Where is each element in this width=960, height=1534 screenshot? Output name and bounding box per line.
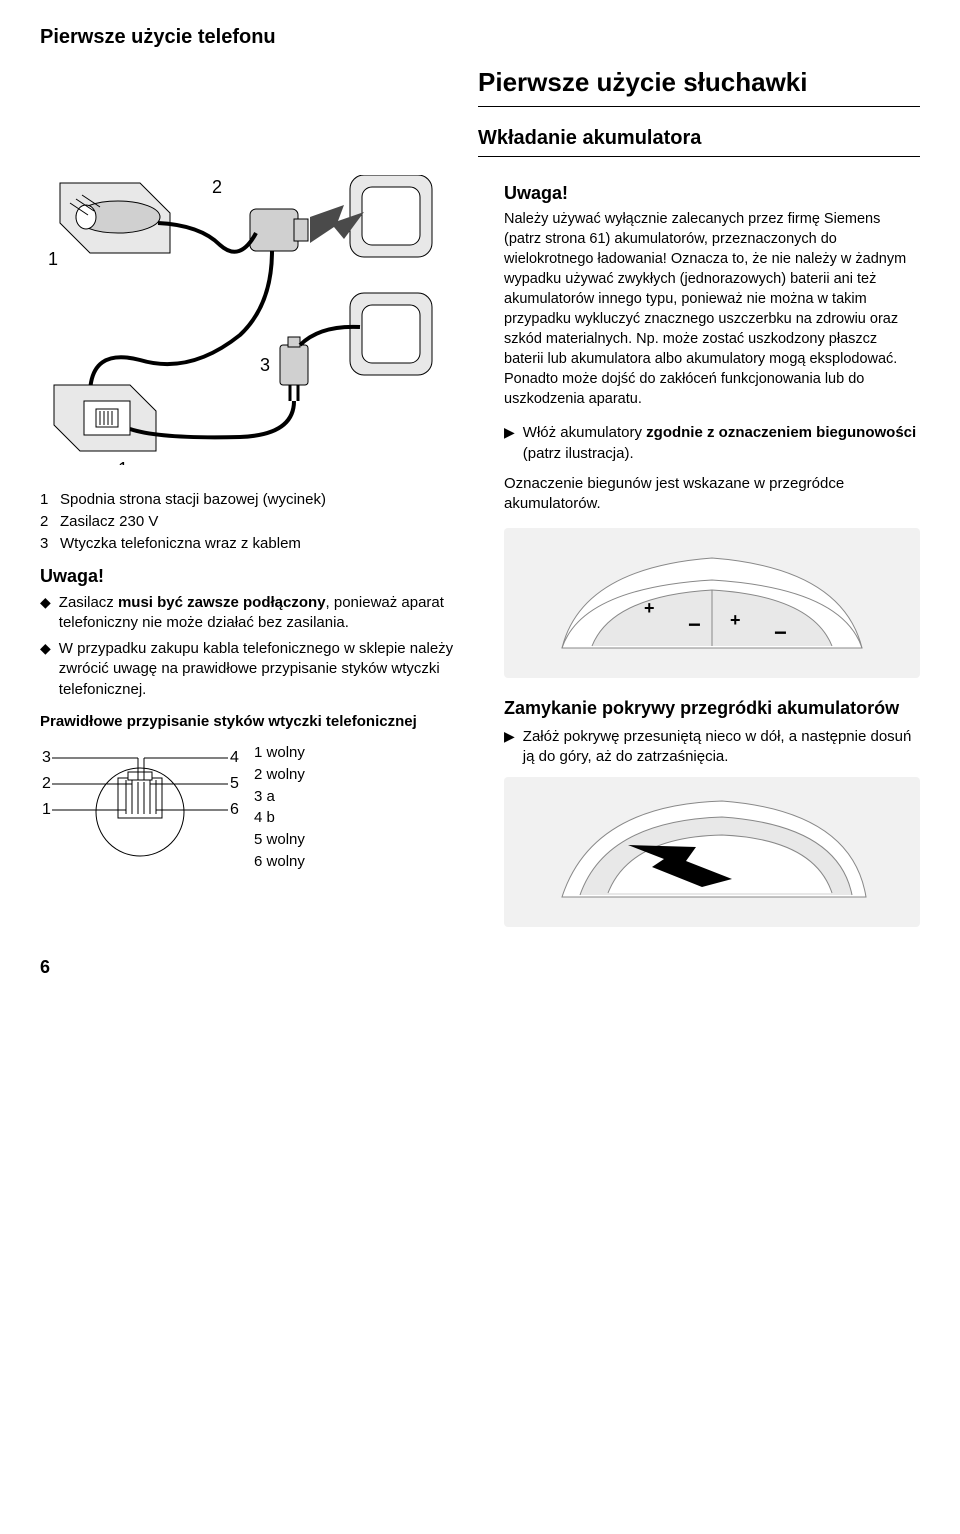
base-cutaway-top <box>60 183 170 253</box>
arrow-text: Załóż pokrywę przesuniętą nieco w dół, a… <box>523 727 920 768</box>
phone-plug <box>280 337 308 401</box>
sub-title: Wkładanie akumulatora <box>478 125 920 157</box>
wall-socket-phone <box>350 293 432 375</box>
close-cover-list: ▶ Załóż pokrywę przesuniętą nieco w dół,… <box>504 727 920 768</box>
arrow-item: ▶ Włóż akumulatory zgodnie z oznaczeniem… <box>504 423 920 464</box>
svg-text:+: + <box>644 598 655 618</box>
fig-label-3: 3 <box>260 355 270 375</box>
page-number: 6 <box>40 955 920 979</box>
fig-label-1a: 1 <box>48 249 58 269</box>
cover-close-figure <box>504 777 920 927</box>
legend-row: 3 Wtyczka telefoniczna wraz z kablem <box>40 533 470 555</box>
arrow-bullet-icon: ▶ <box>504 727 515 768</box>
svg-text:4: 4 <box>230 749 239 766</box>
pin-legend-row: 1 wolny <box>254 742 305 764</box>
svg-text:6: 6 <box>230 801 239 818</box>
warning-notice: Należy używać wyłącznie zalecanych przez… <box>504 209 920 409</box>
svg-text:−: − <box>688 612 701 637</box>
arrow-bullet-icon: ▶ <box>504 423 515 464</box>
bullet-item: ◆ W przypadku zakupu kabla telefoniczneg… <box>40 639 470 700</box>
legend-num: 2 <box>40 511 54 533</box>
legend-text: Spodnia strona stacji bazowej (wycinek) <box>60 489 326 511</box>
pin-legend-row: 5 wolny <box>254 829 305 851</box>
pin-diagram: 3 2 1 4 5 6 <box>40 742 240 862</box>
pin-legend: 1 wolny 2 wolny 3 a 4 b 5 wolny 6 wolny <box>254 742 305 873</box>
polarity-text: Oznaczenie biegunów jest wskazane w prze… <box>504 474 920 515</box>
right-column: Uwaga! Należy używać wyłącznie zalecanyc… <box>504 175 920 927</box>
arrow-item: ▶ Załóż pokrywę przesuniętą nieco w dół,… <box>504 727 920 768</box>
battery-polarity-figure: + − + − <box>504 528 920 678</box>
pin-legend-row: 6 wolny <box>254 851 305 873</box>
svg-text:−: − <box>774 620 787 645</box>
pin-legend-row: 4 b <box>254 807 305 829</box>
svg-text:2: 2 <box>42 775 51 792</box>
connection-figure: 1 2 <box>40 175 470 465</box>
arrow-text: Włóż akumulatory zgodnie z oznaczeniem b… <box>523 423 920 464</box>
fig-label-2: 2 <box>212 177 222 197</box>
wall-socket-power <box>350 175 432 257</box>
power-plug <box>250 205 364 251</box>
cover-title: Zamykanie pokrywy przegródki akumulatoró… <box>504 696 920 720</box>
page-header: Pierwsze użycie telefonu <box>40 24 920 51</box>
bullet-text: Zasilacz musi być zawsze podłączony, pon… <box>59 593 470 634</box>
warning-heading-right: Uwaga! <box>504 181 920 205</box>
insert-battery-list: ▶ Włóż akumulatory zgodnie z oznaczeniem… <box>504 423 920 464</box>
legend-num: 3 <box>40 533 54 555</box>
warning-heading-left: Uwaga! <box>40 564 470 588</box>
legend-text: Wtyczka telefoniczna wraz z kablem <box>60 533 301 555</box>
bullet-item: ◆ Zasilacz musi być zawsze podłączony, p… <box>40 593 470 634</box>
pin-title: Prawidłowe przypisanie styków wtyczki te… <box>40 712 470 732</box>
svg-text:+: + <box>730 610 741 630</box>
legend-num: 1 <box>40 489 54 511</box>
pin-legend-row: 3 a <box>254 786 305 808</box>
legend-text: Zasilacz 230 V <box>60 511 158 533</box>
bullet-text: W przypadku zakupu kabla telefonicznego … <box>59 639 470 700</box>
left-column: 1 2 <box>40 175 470 927</box>
legend-row: 2 Zasilacz 230 V <box>40 511 470 533</box>
base-cutaway-bottom <box>54 385 156 451</box>
pin-legend-row: 2 wolny <box>254 764 305 786</box>
diamond-bullet-icon: ◆ <box>40 593 51 634</box>
figure-legend: 1 Spodnia strona stacji bazowej (wycinek… <box>40 489 470 554</box>
svg-text:3: 3 <box>42 749 51 766</box>
section-title: Pierwsze użycie słuchawki <box>478 65 920 107</box>
svg-text:5: 5 <box>230 775 239 792</box>
fig-label-1b: 1 <box>118 459 128 465</box>
diamond-bullet-icon: ◆ <box>40 639 51 700</box>
svg-text:1: 1 <box>42 801 51 818</box>
legend-row: 1 Spodnia strona stacji bazowej (wycinek… <box>40 489 470 511</box>
warning-bullets: ◆ Zasilacz musi być zawsze podłączony, p… <box>40 593 470 700</box>
